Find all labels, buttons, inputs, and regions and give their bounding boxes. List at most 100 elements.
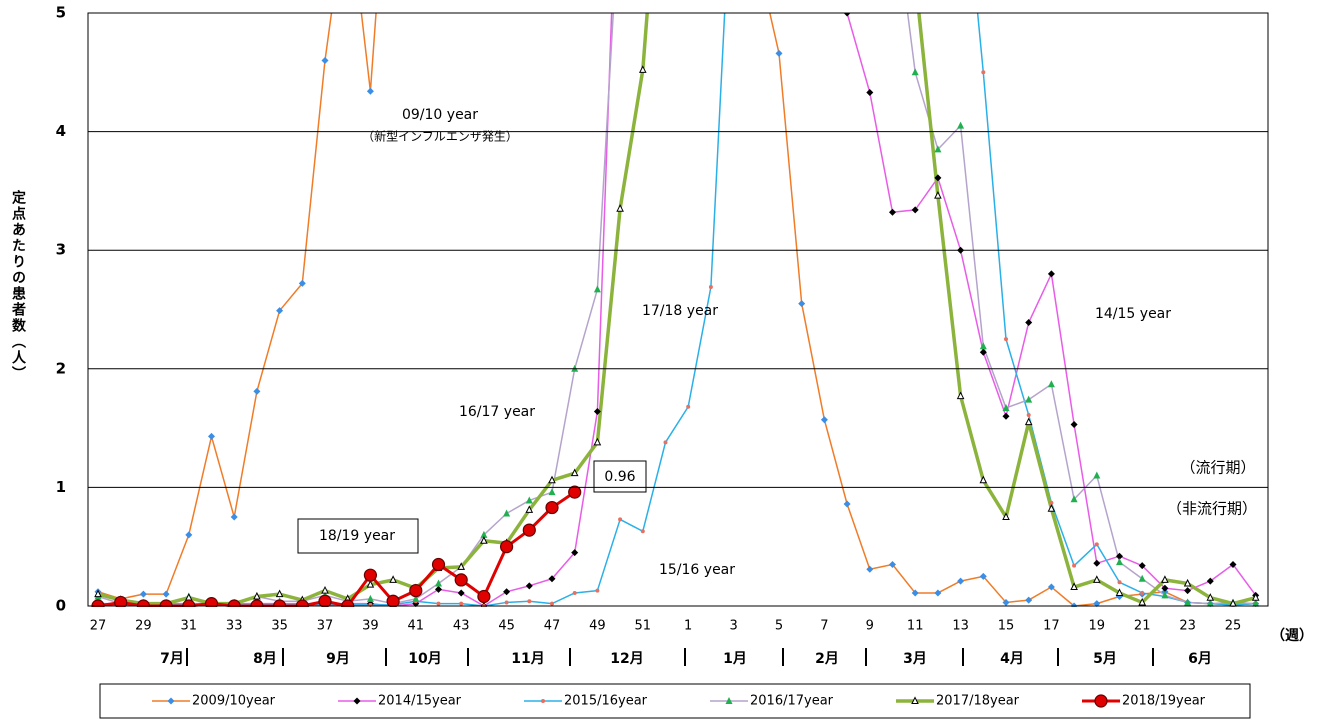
marker xyxy=(1025,596,1033,604)
annotation: 16/17 year xyxy=(459,404,535,420)
marker xyxy=(1002,512,1010,521)
marker xyxy=(1116,558,1123,566)
marker xyxy=(979,348,987,356)
legend-marker xyxy=(911,696,919,704)
marker xyxy=(435,585,442,593)
legend-label: 2014/15year xyxy=(378,694,462,709)
marker xyxy=(593,285,601,293)
marker xyxy=(548,475,556,484)
x-tick-label: 29 xyxy=(135,619,152,634)
marker xyxy=(548,488,556,496)
x-tick-label: 13 xyxy=(952,619,969,634)
marker xyxy=(480,536,488,544)
marker xyxy=(389,575,397,583)
marker xyxy=(571,549,579,557)
marker xyxy=(454,573,468,587)
legend-marker xyxy=(167,697,175,705)
marker xyxy=(1002,598,1010,606)
marker xyxy=(1138,597,1147,606)
x-tick-label: 31 xyxy=(181,619,198,634)
marker xyxy=(866,88,874,96)
marker xyxy=(114,595,128,607)
marker xyxy=(934,589,942,597)
x-tick-label: 51 xyxy=(635,619,652,634)
x-tick-label: 1 xyxy=(684,619,692,634)
marker xyxy=(525,582,533,590)
annotation: 14/15 year xyxy=(1095,306,1171,322)
month-label: 6月 xyxy=(1188,651,1212,667)
marker xyxy=(409,583,423,598)
legend-label: 2009/10year xyxy=(192,694,276,709)
legend-marker xyxy=(1094,694,1108,708)
marker xyxy=(1116,552,1123,560)
marker xyxy=(843,13,851,17)
marker xyxy=(616,204,624,212)
x-tick-label: 5 xyxy=(775,619,783,634)
marker xyxy=(1093,471,1101,479)
marker xyxy=(640,529,645,534)
marker xyxy=(911,589,919,597)
marker xyxy=(593,437,602,446)
x-tick-label: 35 xyxy=(271,619,288,634)
x-tick-label: 39 xyxy=(362,619,379,634)
month-label: 3月 xyxy=(903,651,927,667)
annotation: 15/16 year xyxy=(659,562,735,578)
marker xyxy=(503,509,511,517)
marker xyxy=(798,300,806,308)
value-label-box xyxy=(593,460,647,493)
marker xyxy=(321,56,329,64)
x-tick-label: 17 xyxy=(1043,619,1060,634)
x-tick-label: 33 xyxy=(226,619,243,634)
y-tick-label: 3 xyxy=(56,241,66,259)
marker xyxy=(1115,588,1124,596)
marker xyxy=(820,416,828,424)
marker xyxy=(595,588,600,593)
marker xyxy=(775,49,783,57)
marker xyxy=(1047,583,1055,591)
y-tick-label: 2 xyxy=(56,359,66,377)
x-tick-label: 15 xyxy=(998,619,1015,634)
marker xyxy=(321,585,329,594)
legend-label: 2018/19year xyxy=(1122,694,1206,709)
marker xyxy=(435,579,442,587)
marker xyxy=(1117,580,1122,585)
marker xyxy=(480,530,488,538)
marker xyxy=(436,601,441,606)
marker xyxy=(1251,593,1260,601)
y-tick-label: 5 xyxy=(56,4,66,22)
marker xyxy=(866,565,874,573)
marker xyxy=(366,594,374,602)
marker xyxy=(457,562,466,570)
legend-label: 2015/16year xyxy=(564,694,648,709)
annotation: 17/18 year xyxy=(642,303,718,319)
marker xyxy=(457,589,465,597)
label-box xyxy=(297,518,419,554)
marker xyxy=(1206,593,1215,601)
x-tick-label: 41 xyxy=(408,619,425,634)
month-label: 9月 xyxy=(326,651,350,667)
x-tick-label: 7 xyxy=(820,619,828,634)
marker xyxy=(525,505,534,513)
marker xyxy=(1002,412,1010,420)
marker xyxy=(459,601,464,606)
x-tick-label: 25 xyxy=(1225,619,1242,634)
marker xyxy=(1184,598,1192,606)
x-tick-label: 3 xyxy=(729,619,737,634)
marker xyxy=(366,580,375,588)
marker xyxy=(979,475,988,484)
annotation: （非流行期） xyxy=(1167,500,1257,518)
marker xyxy=(956,391,965,400)
month-label: 8月 xyxy=(253,651,277,667)
marker xyxy=(570,468,579,477)
marker xyxy=(1025,319,1033,327)
marker xyxy=(934,145,942,153)
marker xyxy=(550,601,554,606)
y-tick-label: 1 xyxy=(56,478,66,496)
marker xyxy=(934,174,942,182)
x-tick-label: 47 xyxy=(544,619,561,634)
marker xyxy=(686,404,691,409)
marker xyxy=(1047,270,1055,278)
marker xyxy=(318,594,332,607)
legend-box xyxy=(99,683,1251,719)
marker xyxy=(230,513,238,521)
